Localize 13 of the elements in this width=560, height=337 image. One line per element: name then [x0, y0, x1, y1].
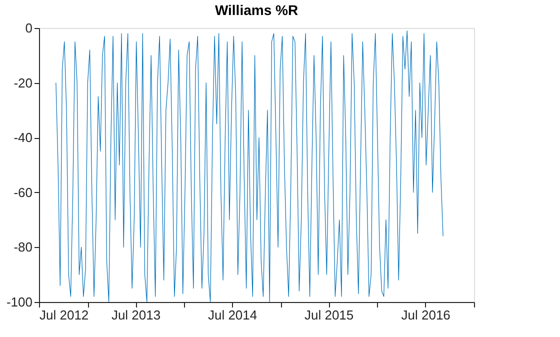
y-tick-label: -60 — [14, 184, 32, 200]
x-tick-label: Jul 2013 — [111, 308, 161, 322]
y-tick-label: -20 — [14, 75, 32, 90]
line-series — [56, 30, 444, 302]
x-tick-label: Jul 2016 — [401, 308, 450, 322]
y-tick-label: -40 — [14, 130, 32, 146]
x-tick-label: Jul 2014 — [208, 308, 258, 322]
x-tick-label: Jul 2015 — [304, 308, 354, 322]
y-tick-label: 0 — [25, 20, 32, 36]
y-tick-label: -100 — [6, 294, 32, 310]
x-tick-label: Jul 2012 — [40, 308, 89, 322]
chart-title: Williams %R — [214, 2, 298, 18]
y-tick-label: -80 — [14, 240, 32, 255]
